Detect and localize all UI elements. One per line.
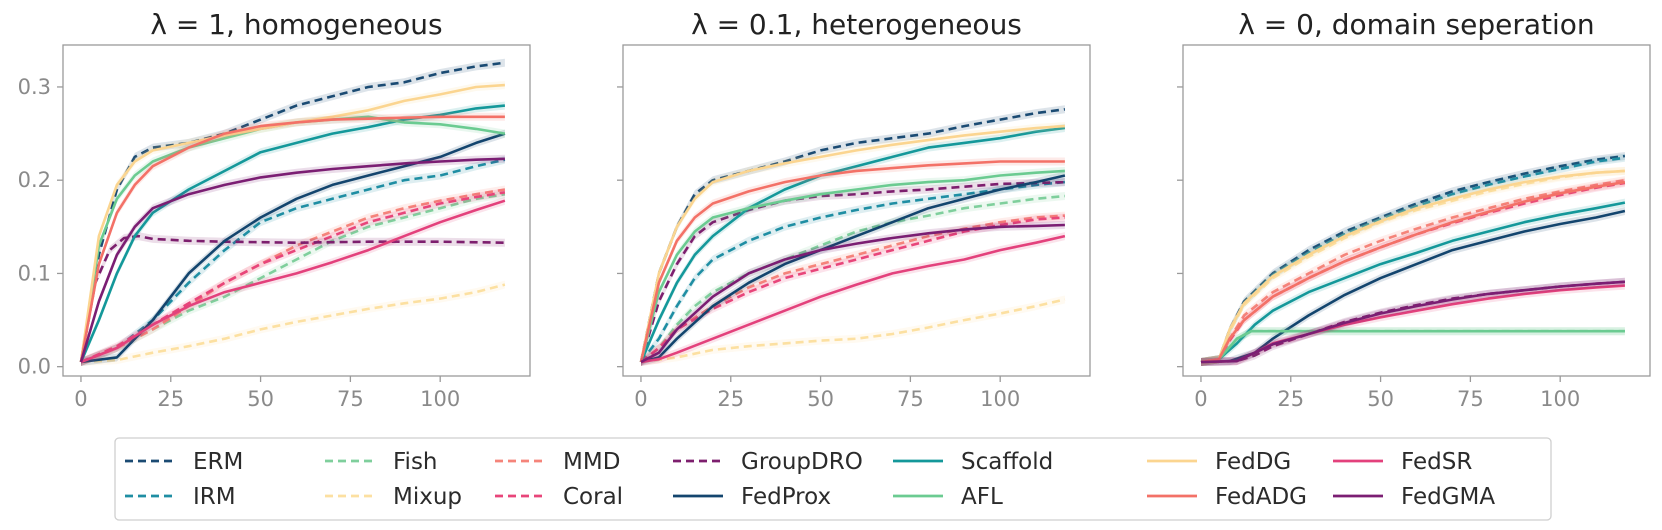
legend-item-scaffold: Scaffold [893, 449, 1053, 475]
legend-label: Fish [393, 449, 438, 475]
series-line-erm [639, 108, 1066, 363]
panel-3: λ = 0, domain seperation 0 25 50 75 100 [1177, 8, 1651, 411]
legend-label: GroupDRO [741, 449, 863, 475]
x-tick-label: 75 [1457, 387, 1484, 411]
legend-label: FedProx [741, 484, 831, 510]
panel-1: λ = 1, homogeneous 0.0 0.1 0.2 0.3 0 25 50 75 100 [18, 8, 531, 411]
legend-item-mixup: Mixup [325, 484, 462, 510]
series-line-fedadg [79, 115, 505, 363]
series-line-fish [640, 194, 1066, 364]
series-line-fedsr [80, 199, 506, 364]
panel-title: λ = 0.1, heterogeneous [691, 8, 1022, 41]
legend-label: FedDG [1215, 449, 1291, 475]
series-line-scaffold [1200, 201, 1626, 364]
x-tick-label: 100 [980, 387, 1020, 411]
series-line-fedgma [79, 157, 505, 363]
legend-item-fedsr: FedSR [1333, 449, 1472, 475]
x-tick-label: 25 [1277, 387, 1304, 411]
x-tick-label: 50 [1367, 387, 1394, 411]
legend-item-fedprox: FedProx [673, 484, 831, 510]
legend: ERM IRM Fish Mixup MMD Coral GroupDRO FedProx Sc… [114, 437, 1552, 521]
series-band-fish [81, 190, 505, 366]
series-band-groupdro [81, 232, 505, 366]
legend-label: FedSR [1401, 449, 1472, 475]
series-line-groupdro [1200, 280, 1625, 364]
series-band-fedprox [1201, 207, 1625, 366]
series-line-irm [639, 180, 1066, 363]
legend-item-erm: ERM [125, 449, 243, 475]
legend-label: FedADG [1215, 484, 1307, 510]
series-line-fedadg [639, 160, 1065, 363]
x-tick-label: 75 [337, 387, 364, 411]
legend-frame [114, 437, 1552, 521]
series-line-mixup [640, 298, 1066, 364]
legend-label: Scaffold [961, 449, 1053, 475]
y-tick-label: 0.3 [18, 75, 51, 99]
series-line-mmd [80, 188, 506, 364]
panels: λ = 1, homogeneous 0.0 0.1 0.2 0.3 0 25 50 75 100… [18, 8, 1651, 411]
series-lines [1200, 152, 1626, 366]
x-tick-label: 100 [1540, 387, 1580, 411]
legend-label: Mixup [393, 484, 462, 510]
x-tick-label: 50 [807, 387, 834, 411]
series-line-fedgma [1200, 280, 1625, 364]
series-line-erm [1200, 154, 1626, 364]
plot-frame [622, 44, 1091, 377]
legend-item-fedadg: FedADG [1147, 484, 1307, 510]
x-tick-label: 25 [717, 387, 744, 411]
legend-item-mmd: MMD [495, 449, 620, 475]
series-band-mixup [1201, 166, 1625, 366]
series-line-mixup [80, 283, 506, 364]
legend-label: IRM [193, 484, 236, 510]
panel-title: λ = 1, homogeneous [150, 8, 442, 41]
plot-frame [1182, 44, 1651, 377]
legend-item-fish: Fish [325, 449, 438, 475]
series-lines [79, 58, 506, 366]
legend-item-irm: IRM [125, 484, 236, 510]
series-band-mixup [641, 295, 1065, 366]
series-band-mmd [81, 185, 505, 366]
x-tick-label: 0 [634, 387, 647, 411]
x-tick-label: 100 [420, 387, 460, 411]
panel-title: λ = 0, domain seperation [1238, 8, 1594, 41]
legend-label: AFL [961, 484, 1003, 510]
series-line-afl [1200, 329, 1625, 364]
series-line-afl [639, 169, 1065, 363]
series-line-feddg [79, 83, 505, 363]
panel-2: λ = 0.1, heterogeneous 0 25 50 75 100 [617, 8, 1091, 411]
series-line-fedadg [1200, 180, 1626, 364]
x-tick-label: 50 [247, 387, 274, 411]
series-line-coral [1200, 181, 1626, 364]
legend-label: MMD [563, 449, 620, 475]
x-tick-label: 75 [897, 387, 924, 411]
legend-label: FedGMA [1401, 484, 1495, 510]
legend-item-fedgma: FedGMA [1333, 484, 1495, 510]
y-tick-label: 0.1 [18, 261, 51, 285]
series-line-fedgma [640, 223, 1065, 364]
legend-item-afl: AFL [893, 484, 1003, 510]
x-tick-label: 25 [157, 387, 184, 411]
series-line-fedprox [640, 174, 1066, 364]
legend-label: ERM [193, 449, 243, 475]
series-line-mmd [1200, 178, 1626, 364]
x-tick-label: 0 [1194, 387, 1207, 411]
series-lines [639, 105, 1066, 367]
series-line-feddg [639, 124, 1065, 363]
series-line-fedsr [640, 234, 1066, 364]
series-band-feddg [1201, 166, 1625, 366]
legend-item-groupdro: GroupDRO [673, 449, 863, 475]
plot-frame [62, 44, 531, 377]
x-tick-label: 0 [74, 387, 87, 411]
series-line-groupdro [79, 234, 505, 363]
legend-label: Coral [563, 484, 623, 510]
y-tick-label: 0.0 [18, 355, 51, 379]
y-tick-label: 0.2 [18, 168, 51, 192]
legend-item-feddg: FedDG [1147, 449, 1291, 475]
legend-item-coral: Coral [495, 484, 623, 510]
series-line-fedprox [80, 132, 506, 364]
series-line-feddg [1200, 169, 1625, 364]
